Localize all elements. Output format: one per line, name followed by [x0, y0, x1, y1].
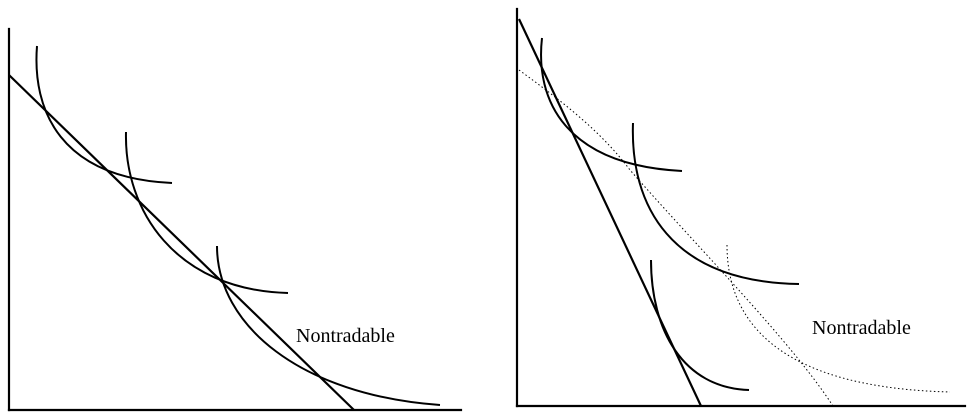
right-indifference-curve-2: [631, 122, 800, 285]
right-indifference-curve-1: [540, 37, 683, 172]
left-panel: Nontradable: [7, 27, 463, 412]
right-dotted-line: [518, 69, 834, 407]
right-indifference-curve-3: [650, 259, 750, 391]
right-dotted-curve: [726, 244, 951, 393]
left-indifference-curve-3: [216, 245, 441, 406]
left-indifference-curve-2: [124, 131, 289, 294]
left-indifference-curve-1: [35, 45, 173, 184]
right-nontradable-label: Nontradable: [812, 317, 911, 339]
right-panel: Nontradable: [515, 7, 967, 408]
left-budget-line: [8, 74, 355, 411]
left-nontradable-label: Nontradable: [296, 325, 395, 347]
